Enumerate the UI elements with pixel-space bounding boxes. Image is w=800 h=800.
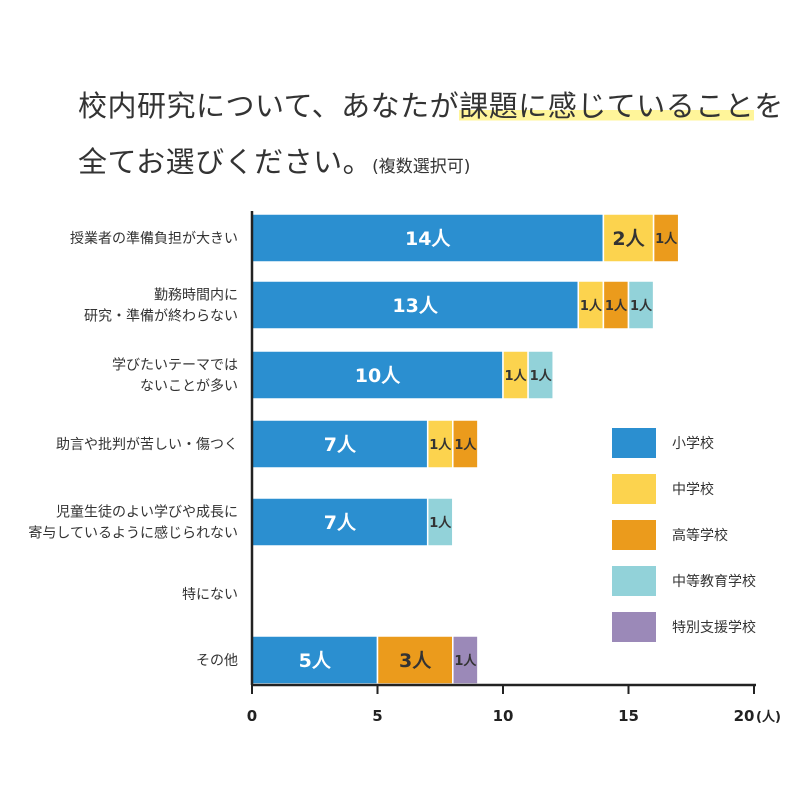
legend-swatch [612,428,656,458]
x-tick-label: 5 [372,707,382,725]
title-note: (複数選択可) [372,157,471,177]
title-line-1: 校内研究について、あなたが課題に感じていることを [78,78,784,134]
category-label: 寄与しているように感じられない [28,525,238,542]
x-tick-label: 15 [618,707,639,725]
legend-label: 特別支援学校 [672,619,756,636]
legend-swatch [612,566,656,596]
data-label: 1人 [454,437,477,453]
bar-segment [251,280,580,330]
title-line-2: 全てお選びください。(複数選択可) [78,134,784,195]
data-label: 10人 [355,365,401,387]
bar-segment [602,280,630,330]
bar-segment [452,635,479,685]
bar-segment [527,350,554,400]
title-text-1b: を [754,89,784,123]
chart-title: 校内研究について、あなたが課題に感じていることを 全てお選びください。(複数選択… [78,78,784,195]
category-label: 学びたいテーマでは [112,358,238,374]
category-label: 勤務時間内に [154,288,238,304]
category-label: その他 [196,653,238,669]
bar-segment [251,635,379,685]
data-label: 2人 [612,228,645,250]
data-label: 1人 [429,437,452,453]
data-label: 1人 [655,231,678,247]
data-label: 1人 [605,298,628,314]
title-text-2: 全てお選びください。 [78,145,373,179]
category-label: 特にない [182,587,238,603]
bar-segment [426,419,454,469]
data-label: 1人 [429,515,452,531]
legend-label: 中学校 [672,481,714,498]
category-label: 児童生徒のよい学びや成長に [56,504,238,521]
bar-segment [627,280,655,330]
bar-segment [376,635,454,685]
x-tick-label: 0 [247,707,257,725]
data-label: 1人 [530,368,553,384]
data-label: 7人 [324,512,357,534]
bar-segment [251,419,429,469]
legend-swatch [612,612,656,642]
bar-segment [452,419,479,469]
data-label: 1人 [505,368,528,384]
data-label: 13人 [392,295,438,317]
legend-swatch [612,474,656,504]
title-text-1a: 校内研究について、あなたが [78,89,460,123]
data-label: 3人 [399,650,432,672]
category-label: 研究・準備が終わらない [84,309,238,325]
legend-label: 中等教育学校 [672,573,756,590]
data-label: 1人 [580,298,603,314]
category-label: 授業者の準備負担が大きい [70,231,238,247]
title-highlight: 課題に感じていること [459,89,755,123]
legend-label: 小学校 [672,435,714,452]
x-tick-label: 20 [734,707,755,725]
x-axis-unit: (人) [756,709,781,725]
x-tick-label: 10 [493,707,514,725]
data-label: 1人 [454,653,477,669]
bar-segment [577,280,605,330]
legend-label: 高等学校 [672,527,728,544]
data-label: 7人 [324,434,357,456]
category-label: ないことが多い [140,378,238,395]
data-label: 1人 [630,298,653,314]
bar-segment [502,350,529,400]
data-label: 5人 [299,650,332,672]
legend-swatch [612,520,656,550]
bar-segment [652,213,680,263]
bar-segment [426,497,454,547]
bar-segment [251,497,429,547]
data-label: 14人 [405,228,451,250]
category-label: 助言や批判が苦しい・傷つく [56,437,238,453]
